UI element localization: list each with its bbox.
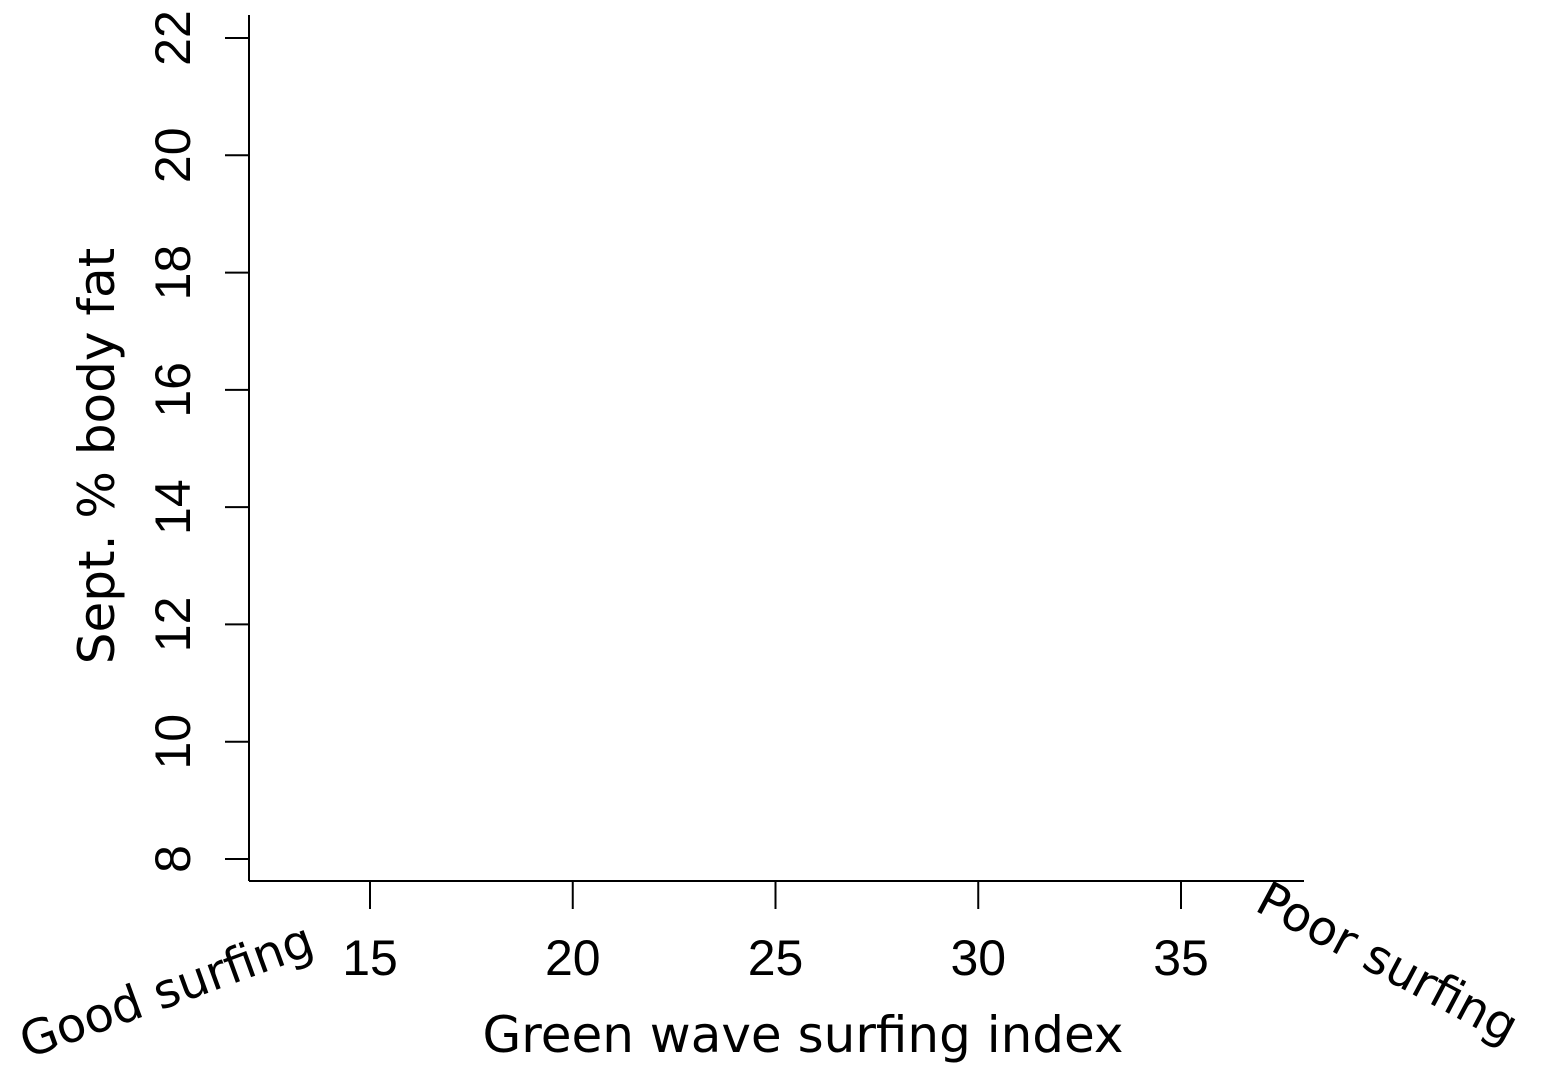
y-tick-label: 16 (145, 362, 201, 418)
x-axis-title: Green wave surfing index (483, 1006, 1124, 1064)
y-tick-label: 14 (145, 479, 201, 535)
poor-surfing-annotation: Poor surfing (1248, 871, 1528, 1055)
good-surfing-annotation: Good surfing (12, 912, 321, 1070)
y-tick-label: 22 (145, 10, 201, 66)
x-tick-label: 35 (1153, 930, 1209, 986)
x-axis: 15 20 25 30 35 (249, 880, 1304, 986)
y-tick-label: 18 (145, 245, 201, 301)
y-tick-label: 8 (145, 845, 201, 873)
y-tick-label: 20 (145, 127, 201, 183)
y-tick-label: 10 (145, 714, 201, 770)
y-axis-title: Sept. % body fat (68, 248, 126, 664)
x-tick-label: 20 (545, 930, 601, 986)
y-tick-label: 12 (145, 597, 201, 653)
x-tick-label: 25 (748, 930, 804, 986)
x-tick-label: 30 (950, 930, 1006, 986)
y-axis: 8 10 12 14 16 18 20 22 (145, 10, 250, 881)
x-tick-label: 15 (342, 930, 398, 986)
